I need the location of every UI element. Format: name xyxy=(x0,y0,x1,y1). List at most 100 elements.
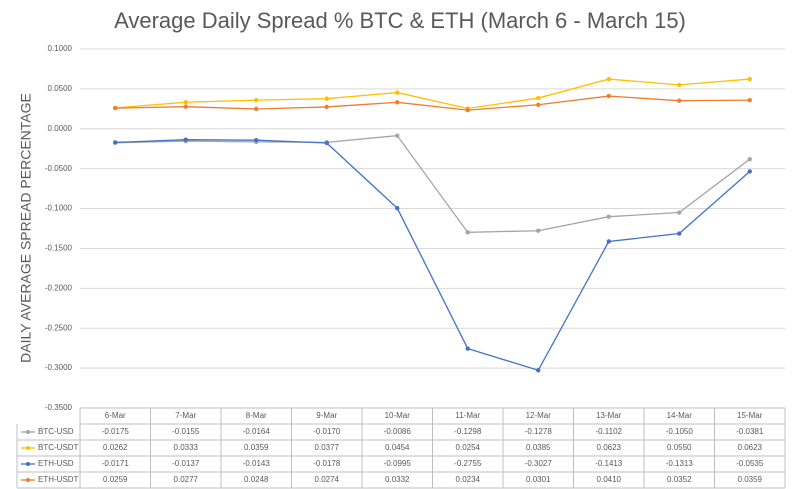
data-point xyxy=(183,100,188,105)
y-tick-label: 0.0000 xyxy=(48,124,73,133)
data-point xyxy=(254,97,259,103)
data-point xyxy=(465,107,470,113)
data-label: -0.0178 xyxy=(313,459,341,468)
data-point xyxy=(395,90,400,95)
series-line xyxy=(115,95,750,111)
data-point xyxy=(536,368,541,373)
data-label: 0.0332 xyxy=(385,475,410,484)
data-point xyxy=(677,231,682,236)
data-label: -0.0171 xyxy=(102,459,130,468)
data-label: 0.0234 xyxy=(456,475,481,484)
data-label: 0.0301 xyxy=(526,475,551,484)
y-tick-label: -0.3500 xyxy=(45,403,73,412)
data-point xyxy=(606,76,611,82)
y-tick-label: -0.2500 xyxy=(45,323,73,332)
data-label: -0.0143 xyxy=(243,459,271,468)
legend-label: BTC-USD xyxy=(38,427,74,436)
data-point xyxy=(747,97,752,103)
series-line xyxy=(115,134,751,233)
data-label: -0.2755 xyxy=(454,459,482,468)
data-label: 0.0385 xyxy=(526,443,551,452)
data-point xyxy=(677,210,682,215)
data-label: 0.0254 xyxy=(456,443,481,452)
legend-label: BTC-USDT xyxy=(38,443,79,452)
data-label: 0.0248 xyxy=(244,475,269,484)
x-tick-label: 6-Mar xyxy=(105,411,126,420)
data-label: 0.0274 xyxy=(315,475,340,484)
data-label: 0.0262 xyxy=(103,443,128,452)
data-point xyxy=(254,137,259,143)
y-tick-label: -0.0500 xyxy=(45,164,73,173)
x-tick-label: 15-Mar xyxy=(737,411,763,420)
data-point xyxy=(606,93,611,99)
data-label: -0.0137 xyxy=(172,459,200,468)
data-label: -0.0535 xyxy=(736,459,764,468)
data-point xyxy=(536,95,541,101)
data-label: -0.0175 xyxy=(102,427,130,436)
x-tick-label: 13-Mar xyxy=(596,411,622,420)
data-point xyxy=(395,205,400,211)
data-label: 0.0410 xyxy=(597,475,622,484)
data-label: 0.0359 xyxy=(244,443,269,452)
data-label: 0.0623 xyxy=(597,443,622,452)
data-point xyxy=(747,156,752,162)
x-tick-label: 12-Mar xyxy=(526,411,552,420)
x-tick-label: 9-Mar xyxy=(316,411,337,420)
data-label: -0.0381 xyxy=(736,427,764,436)
legend-marker xyxy=(26,478,30,482)
data-label: 0.0454 xyxy=(385,443,410,452)
y-tick-label: -0.1000 xyxy=(45,204,73,213)
x-tick-label: 14-Mar xyxy=(667,411,693,420)
data-label: -0.0086 xyxy=(384,427,412,436)
data-label: -0.0170 xyxy=(313,427,341,436)
data-label: -0.3027 xyxy=(525,459,553,468)
data-point xyxy=(324,96,329,101)
y-tick-label: 0.0500 xyxy=(48,84,73,93)
data-point xyxy=(536,102,541,107)
data-label: -0.1278 xyxy=(525,427,553,436)
data-label: 0.0623 xyxy=(738,443,763,452)
data-label: 0.0259 xyxy=(103,475,128,484)
data-point xyxy=(747,76,752,82)
data-label: -0.1298 xyxy=(454,427,482,436)
data-label: 0.0550 xyxy=(667,443,692,452)
data-point xyxy=(113,140,118,145)
legend-marker xyxy=(26,446,30,450)
data-point xyxy=(606,239,611,244)
data-label: -0.1413 xyxy=(595,459,623,468)
data-point xyxy=(183,104,188,109)
data-point xyxy=(324,140,329,146)
data-label: 0.0333 xyxy=(174,443,199,452)
legend-marker xyxy=(26,462,30,466)
data-point xyxy=(395,100,400,105)
data-label: 0.0352 xyxy=(667,475,692,484)
legend-label: ETH-USDT xyxy=(38,475,79,484)
data-point xyxy=(395,133,400,138)
y-tick-label: -0.2000 xyxy=(45,283,73,292)
y-tick-label: 0.1000 xyxy=(48,44,73,53)
data-label: -0.1313 xyxy=(666,459,694,468)
data-point xyxy=(113,105,118,111)
data-point xyxy=(747,169,752,174)
data-point xyxy=(465,230,470,235)
data-point xyxy=(677,98,682,103)
y-tick-label: -0.3000 xyxy=(45,363,73,372)
series-line xyxy=(115,78,750,110)
data-label: -0.0164 xyxy=(243,427,271,436)
data-label: -0.1050 xyxy=(666,427,694,436)
data-point xyxy=(183,137,188,142)
data-label: 0.0277 xyxy=(174,475,199,484)
y-tick-label: -0.1500 xyxy=(45,244,73,253)
data-point xyxy=(536,228,541,233)
data-point xyxy=(254,106,259,112)
chart-title: Average Daily Spread % BTC & ETH (March … xyxy=(114,8,686,33)
data-point xyxy=(606,214,611,219)
x-tick-label: 8-Mar xyxy=(246,411,267,420)
data-label: 0.0359 xyxy=(738,475,763,484)
data-point xyxy=(324,104,329,110)
y-axis-title: DAILY AVERAGE SPREAD PERCENTAGE xyxy=(18,93,34,363)
data-label: 0.0377 xyxy=(315,443,340,452)
legend-marker xyxy=(26,430,30,434)
data-point xyxy=(677,82,682,88)
